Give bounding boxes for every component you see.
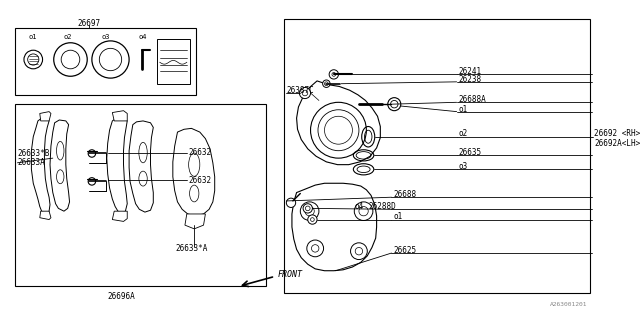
Text: o2: o2 [64,34,72,40]
Text: 26288D: 26288D [368,202,396,211]
Circle shape [302,90,308,96]
Polygon shape [173,128,214,216]
Circle shape [99,48,122,71]
Polygon shape [31,118,50,214]
Text: 26633*A: 26633*A [175,244,208,253]
Circle shape [286,198,296,207]
Polygon shape [113,111,127,121]
Polygon shape [296,81,380,165]
Circle shape [355,202,373,220]
Text: FRONT: FRONT [278,270,303,279]
Circle shape [24,50,43,69]
Circle shape [323,80,330,87]
Text: 26697: 26697 [77,19,100,28]
Text: o4: o4 [355,202,364,211]
Circle shape [88,178,95,185]
Bar [157,39,189,84]
Text: 26696A: 26696A [108,292,136,301]
Circle shape [308,215,317,224]
Circle shape [88,150,95,157]
Polygon shape [113,211,127,221]
Text: 26632: 26632 [189,176,212,185]
Text: 26241: 26241 [458,67,482,76]
Circle shape [300,87,310,99]
Bar [15,28,196,95]
Circle shape [318,110,359,151]
Text: o3: o3 [458,162,468,171]
Text: 26692 <RH>: 26692 <RH> [595,130,640,139]
Text: A263001201: A263001201 [549,302,587,307]
Circle shape [310,102,366,158]
Text: o1: o1 [394,212,403,221]
Circle shape [54,43,87,76]
Polygon shape [129,121,154,212]
Text: 26692A<LH>: 26692A<LH> [595,139,640,148]
Polygon shape [50,120,70,211]
Circle shape [324,116,353,144]
Text: o4: o4 [138,34,147,40]
Bar [15,104,266,286]
Text: 26688A: 26688A [458,95,486,104]
Circle shape [300,202,319,220]
Polygon shape [40,211,51,220]
Text: 26635: 26635 [458,148,482,157]
Text: 26387C: 26387C [286,86,314,95]
Text: 26633A: 26633A [17,158,45,167]
Text: 26633*B: 26633*B [17,149,50,158]
Text: o3: o3 [101,34,109,40]
Text: o2: o2 [458,130,468,139]
Text: o1: o1 [29,34,37,40]
Circle shape [28,54,39,65]
Bar [285,19,589,293]
Text: 26625: 26625 [394,246,417,255]
Polygon shape [292,183,376,271]
Circle shape [92,41,129,78]
Circle shape [329,70,339,79]
Circle shape [388,98,401,111]
Text: 26688: 26688 [394,190,417,199]
Circle shape [61,50,80,69]
Polygon shape [185,214,205,229]
Text: o1: o1 [458,105,468,114]
Polygon shape [107,118,127,213]
Text: 26632: 26632 [189,148,212,157]
Circle shape [307,240,324,257]
Circle shape [351,243,367,260]
Circle shape [303,204,312,213]
Polygon shape [40,112,51,121]
Text: 26238: 26238 [458,75,482,84]
